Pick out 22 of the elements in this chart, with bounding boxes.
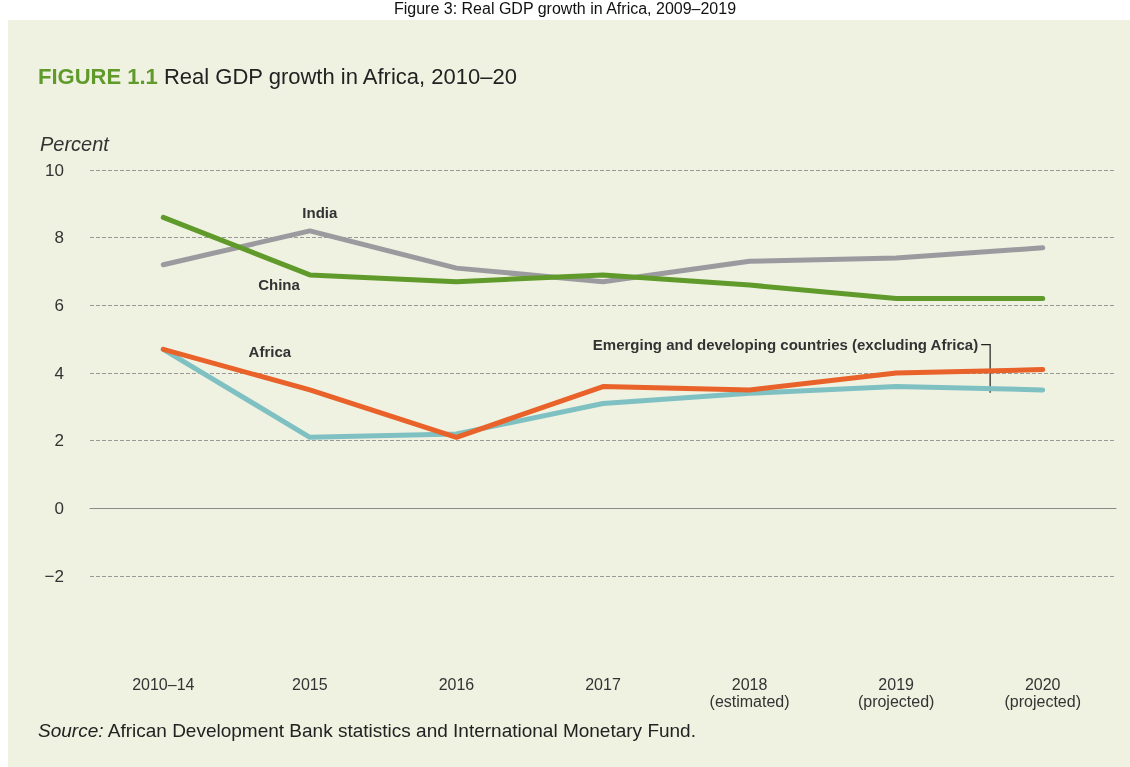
x-tick-label: 2016 <box>438 676 475 693</box>
x-tick-label: 2017 <box>585 676 621 693</box>
chart-subtitle: FIGURE 1.1 Real GDP growth in Africa, 2010–20 <box>38 64 517 90</box>
y-tick-label: 4 <box>54 363 64 383</box>
y-tick-label: 6 <box>54 295 64 315</box>
y-axis-title: Percent <box>40 133 111 155</box>
series-label: China <box>258 276 301 294</box>
x-tick-label: 2019 (projected) <box>857 676 935 710</box>
source-note: Source: African Development Bank statistics and International Monetary Fund. <box>38 720 696 742</box>
y-tick-label: 10 <box>45 160 64 180</box>
y-tick-label: 2 <box>54 431 64 451</box>
text: Emerging and developing countries (excluding Africa) <box>592 336 979 354</box>
series-label: India <box>302 204 339 222</box>
x-tick-label: 2010–14 <box>132 676 195 693</box>
chart-title: Figure 3: Real GDP growth in Africa, 2009–2019 <box>392 0 738 18</box>
x-tick-label: 2020 (projected) <box>1004 676 1081 710</box>
y-tick-label: 8 <box>54 228 64 248</box>
x-tick-label: 2015 <box>292 676 328 693</box>
y-tick-label: 0 <box>54 498 64 518</box>
x-tick-label: 2018 (estimated) <box>709 676 790 710</box>
y-tick-label: −2 <box>44 566 64 586</box>
series-label: Africa <box>248 343 292 361</box>
